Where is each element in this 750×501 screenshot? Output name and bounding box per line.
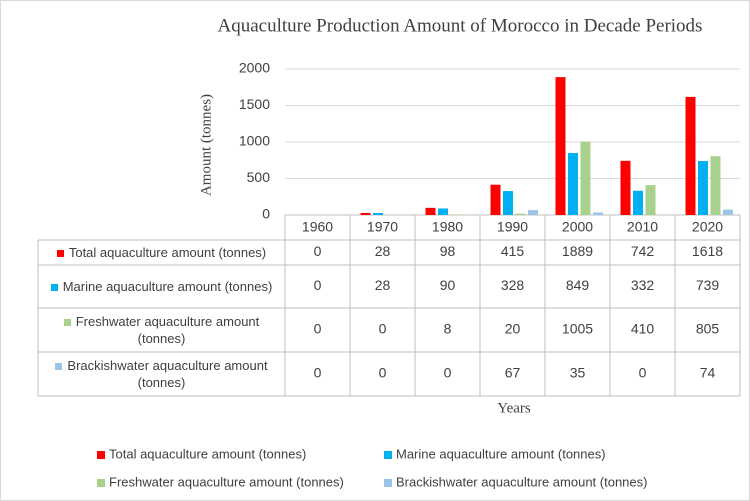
y-tick-label: 1000: [239, 133, 270, 149]
bar: [568, 153, 578, 215]
table-value: 98: [440, 243, 456, 259]
bar: [685, 96, 696, 215]
bar: [438, 208, 448, 215]
legend-key: [384, 451, 392, 459]
legend-key: [384, 479, 392, 487]
table-value: 28: [375, 243, 391, 259]
row-label: Freshwater aquaculture amount (tonnes): [75, 314, 260, 346]
x-tick-label: 1980: [432, 219, 463, 235]
bar: [555, 77, 566, 215]
table-value: 0: [639, 365, 647, 381]
legend-label: Total aquaculture amount (tonnes): [109, 446, 306, 461]
row-label-text: Marine aquaculture amount (tonnes): [43, 278, 281, 295]
bar: [698, 161, 708, 215]
row-label-text: Freshwater aquaculture amount (tonnes): [43, 313, 281, 347]
table-value: 0: [314, 321, 322, 337]
table-value: 0: [379, 321, 387, 337]
y-tick-label: 0: [262, 206, 270, 222]
table-value: 35: [570, 365, 586, 381]
bar: [633, 190, 643, 215]
table-value: 0: [379, 365, 387, 381]
table-value: 28: [375, 277, 391, 293]
x-tick-label: 1990: [497, 219, 528, 235]
table-value: 1618: [692, 243, 723, 259]
table-value: 742: [631, 243, 655, 259]
y-tick-label: 1500: [239, 96, 270, 112]
table-value: 0: [314, 365, 322, 381]
table-value: 1889: [562, 243, 593, 259]
x-tick-label: 2000: [562, 219, 593, 235]
table-value: 0: [444, 365, 452, 381]
table-row-label: Brackishwater aquaculture amount (tonnes…: [38, 352, 285, 396]
table-value: 0: [314, 243, 322, 259]
table-value: 90: [440, 277, 456, 293]
x-tick-label: 2020: [692, 219, 723, 235]
row-label-text: Total aquaculture amount (tonnes): [43, 244, 281, 261]
bar: [360, 212, 371, 215]
legend-key: [55, 363, 63, 370]
bar: [425, 207, 436, 215]
bar: [710, 156, 721, 215]
table-value: 1005: [562, 321, 593, 337]
y-tick-label: 500: [247, 169, 271, 185]
table-value: 74: [700, 365, 716, 381]
legend-key: [50, 284, 58, 291]
table-value: 8: [444, 321, 452, 337]
table-row-label: Marine aquaculture amount (tonnes): [38, 265, 285, 308]
legend-key: [97, 451, 105, 459]
row-label-text: Brackishwater aquaculture amount (tonnes…: [43, 357, 281, 391]
table-value: 332: [631, 277, 655, 293]
bar: [373, 212, 383, 215]
table-value: 0: [314, 277, 322, 293]
bar: [645, 185, 656, 215]
bar: [580, 141, 591, 215]
bar: [528, 210, 538, 215]
x-tick-label: 1970: [367, 219, 398, 235]
table-value: 410: [631, 321, 655, 337]
legend-label: Marine aquaculture amount (tonnes): [396, 446, 606, 461]
table-value: 849: [566, 277, 590, 293]
bar: [503, 191, 513, 215]
table-row-label: Total aquaculture amount (tonnes): [38, 240, 285, 265]
bar: [490, 184, 501, 215]
table-row-label: Freshwater aquaculture amount (tonnes): [38, 308, 285, 352]
table-value: 805: [696, 321, 720, 337]
bar: [593, 212, 603, 215]
legend-key: [97, 479, 105, 487]
row-label: Total aquaculture amount (tonnes): [68, 245, 267, 260]
table-value: 739: [696, 277, 720, 293]
bar: [723, 209, 733, 215]
table-value: 415: [501, 243, 525, 259]
x-tick-label: 1960: [302, 219, 333, 235]
table-value: 328: [501, 277, 525, 293]
bar: [515, 213, 526, 215]
table-value: 20: [505, 321, 521, 337]
row-label: Brackishwater aquaculture amount (tonnes…: [67, 358, 268, 390]
legend-key: [56, 250, 64, 257]
bar: [450, 214, 461, 215]
y-tick-label: 2000: [239, 60, 270, 76]
legend-key: [63, 319, 71, 326]
table-value: 67: [505, 365, 521, 381]
y-axis-label: Amount (tonnes): [198, 94, 214, 196]
chart-title: Aquaculture Production Amount of Morocco…: [218, 15, 703, 36]
row-label: Marine aquaculture amount (tonnes): [62, 279, 273, 294]
legend-label: Freshwater aquaculture amount (tonnes): [109, 474, 344, 489]
bar: [620, 160, 631, 215]
legend-label: Brackishwater aquaculture amount (tonnes…: [396, 474, 647, 489]
x-axis-label: Years: [497, 400, 531, 416]
x-tick-label: 2010: [627, 219, 658, 235]
